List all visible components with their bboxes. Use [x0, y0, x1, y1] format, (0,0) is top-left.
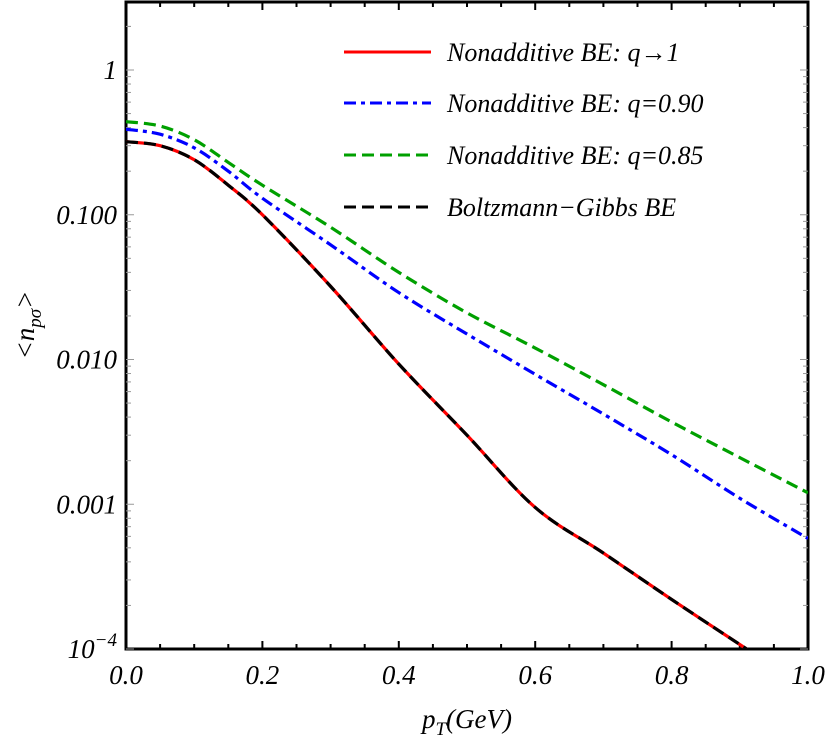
- axis-ticks: [125, 2, 809, 650]
- y-axis-label: <npσ>: [10, 291, 46, 360]
- x-tick-label: 0.4: [382, 660, 416, 690]
- legend-item-bg: Boltzmann−Gibbs BE: [344, 193, 676, 222]
- y-tick-label: 0.010: [56, 345, 117, 375]
- legend-label: Boltzmann−Gibbs BE: [447, 193, 676, 222]
- y-tick-label: 10−4: [68, 630, 118, 664]
- legend-label: Nonadditive BE: q=0.85: [446, 141, 704, 170]
- legend-label: Nonadditive BE: q→1: [446, 38, 680, 67]
- x-tick-label: 0.0: [109, 660, 143, 690]
- x-axis-label: pT(GeV): [420, 704, 512, 739]
- y-axis-tick-labels: 1 0.100 0.010 0.001 10−4: [56, 55, 117, 664]
- y-tick-label: 0.100: [56, 200, 117, 230]
- series-line: [126, 140, 748, 649]
- series-line: [126, 127, 808, 540]
- legend-label: Nonadditive BE: q=0.90: [446, 89, 704, 118]
- x-tick-label: 1.0: [791, 660, 825, 690]
- x-tick-label: 0.6: [518, 660, 552, 690]
- x-axis-tick-labels: 0.0 0.2 0.4 0.6 0.8 1.0: [109, 660, 825, 690]
- y-tick-label: 0.001: [56, 489, 117, 519]
- legend-item-q1: Nonadditive BE: q→1: [344, 38, 680, 67]
- legend-item-q090: Nonadditive BE: q=0.90: [344, 89, 704, 118]
- y-tick-label: 1: [104, 55, 118, 85]
- series-layer: [126, 120, 808, 649]
- legend: Nonadditive BE: q→1 Nonadditive BE: q=0.…: [344, 38, 704, 222]
- series-line: [126, 120, 808, 495]
- x-tick-label: 0.2: [246, 660, 280, 690]
- x-tick-label: 0.8: [655, 660, 689, 690]
- legend-item-q085: Nonadditive BE: q=0.85: [344, 141, 704, 170]
